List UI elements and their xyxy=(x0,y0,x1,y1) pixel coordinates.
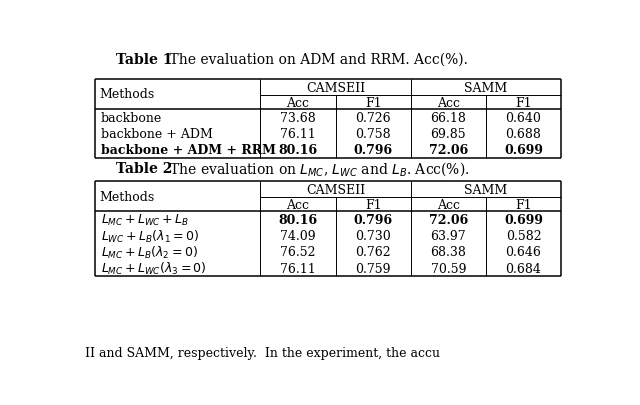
Text: Methods: Methods xyxy=(100,190,155,203)
Text: 0.726: 0.726 xyxy=(355,111,391,124)
Text: $L_{WC}+L_B(\lambda_1=0)$: $L_{WC}+L_B(\lambda_1=0)$ xyxy=(101,228,199,244)
Text: The evaluation on $L_{MC}$, $L_{WC}$ and $L_B$. Acc(%).: The evaluation on $L_{MC}$, $L_{WC}$ and… xyxy=(152,160,470,178)
Text: 73.68: 73.68 xyxy=(280,111,316,124)
Text: 76.11: 76.11 xyxy=(280,128,316,141)
Text: backbone + ADM + RRM: backbone + ADM + RRM xyxy=(101,144,276,157)
Text: 0.684: 0.684 xyxy=(506,262,541,275)
Text: $L_{MC}+L_{WC}(\lambda_3=0)$: $L_{MC}+L_{WC}(\lambda_3=0)$ xyxy=(101,260,207,277)
Text: 72.06: 72.06 xyxy=(429,213,468,226)
Text: 0.646: 0.646 xyxy=(506,246,541,259)
Text: 0.758: 0.758 xyxy=(355,128,391,141)
Text: 0.699: 0.699 xyxy=(504,213,543,226)
Text: 70.59: 70.59 xyxy=(431,262,466,275)
Text: Table 1: Table 1 xyxy=(116,53,173,66)
Text: Acc: Acc xyxy=(287,96,310,109)
Text: 80.16: 80.16 xyxy=(278,144,317,157)
Text: backbone + ADM: backbone + ADM xyxy=(101,128,212,141)
Text: SAMM: SAMM xyxy=(464,81,508,94)
Text: F1: F1 xyxy=(515,198,532,211)
Text: 68.38: 68.38 xyxy=(431,246,467,259)
Text: Acc: Acc xyxy=(287,198,310,211)
Text: 74.09: 74.09 xyxy=(280,230,316,243)
Text: F1: F1 xyxy=(515,96,532,109)
Text: Acc: Acc xyxy=(437,96,460,109)
Text: backbone: backbone xyxy=(101,111,162,124)
Text: 80.16: 80.16 xyxy=(278,213,317,226)
Text: 0.582: 0.582 xyxy=(506,230,541,243)
Text: Acc: Acc xyxy=(437,198,460,211)
Text: 0.796: 0.796 xyxy=(354,213,393,226)
Text: F1: F1 xyxy=(365,198,381,211)
Text: II and SAMM, respectively.  In the experiment, the accu: II and SAMM, respectively. In the experi… xyxy=(85,346,440,359)
Text: $L_{MC}+L_B(\lambda_2=0)$: $L_{MC}+L_B(\lambda_2=0)$ xyxy=(101,244,198,260)
Text: 0.759: 0.759 xyxy=(355,262,391,275)
Text: 0.796: 0.796 xyxy=(354,144,393,157)
Text: Table 2: Table 2 xyxy=(116,162,173,176)
Text: F1: F1 xyxy=(365,96,381,109)
Text: 63.97: 63.97 xyxy=(431,230,466,243)
Text: CAMSEII: CAMSEII xyxy=(306,183,365,196)
Text: SAMM: SAMM xyxy=(464,183,508,196)
Text: 0.688: 0.688 xyxy=(506,128,541,141)
Text: 76.52: 76.52 xyxy=(280,246,316,259)
Text: $L_{MC}+L_{WC}+L_B$: $L_{MC}+L_{WC}+L_B$ xyxy=(101,212,189,227)
Text: 72.06: 72.06 xyxy=(429,144,468,157)
Text: 66.18: 66.18 xyxy=(431,111,467,124)
Text: 0.699: 0.699 xyxy=(504,144,543,157)
Text: CAMSEII: CAMSEII xyxy=(306,81,365,94)
Text: 76.11: 76.11 xyxy=(280,262,316,275)
Text: 69.85: 69.85 xyxy=(431,128,466,141)
Text: 0.762: 0.762 xyxy=(355,246,391,259)
Text: 0.640: 0.640 xyxy=(506,111,541,124)
Text: Methods: Methods xyxy=(100,88,155,101)
Text: 0.730: 0.730 xyxy=(355,230,391,243)
Text: The evaluation on ADM and RRM. Acc(%).: The evaluation on ADM and RRM. Acc(%). xyxy=(152,53,468,66)
